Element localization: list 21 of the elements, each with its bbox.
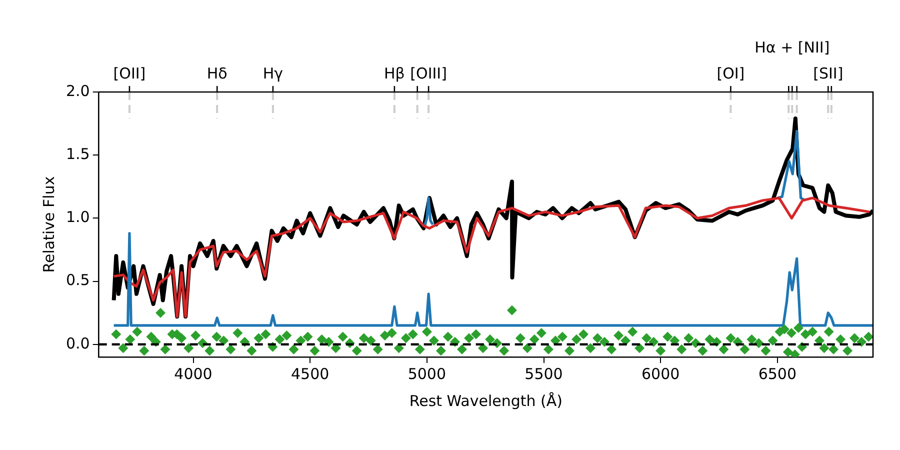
ref-line-label: [OI] bbox=[716, 64, 745, 82]
ref-line-label: Hβ bbox=[384, 64, 405, 82]
x-tick-label: 6500 bbox=[758, 364, 797, 383]
y-tick-label: 1.5 bbox=[66, 144, 90, 163]
y-tick-label: 0.0 bbox=[66, 334, 90, 352]
ref-line-label: [OIII] bbox=[410, 64, 447, 82]
x-tick-label: 6000 bbox=[642, 364, 680, 383]
y-tick-label: 2.0 bbox=[66, 82, 90, 100]
x-tick-label: 4000 bbox=[174, 364, 212, 383]
ref-line-label: [OII] bbox=[113, 64, 146, 82]
ref-line-label: Hγ bbox=[262, 64, 284, 82]
y-tick-label: 0.5 bbox=[66, 271, 90, 290]
x-tick-label: 5000 bbox=[408, 364, 446, 383]
y-axis-title: Relative Flux bbox=[40, 176, 58, 273]
ref-line-label: Hα + [NII] bbox=[754, 38, 830, 56]
x-tick-label: 5500 bbox=[524, 364, 563, 383]
x-tick-label: 4500 bbox=[291, 364, 330, 383]
ref-line-label: Hδ bbox=[206, 64, 228, 82]
ref-line-label: [SII] bbox=[813, 64, 844, 82]
y-tick-label: 1.0 bbox=[66, 208, 90, 226]
x-axis-title: Rest Wavelength (Å) bbox=[409, 392, 563, 410]
